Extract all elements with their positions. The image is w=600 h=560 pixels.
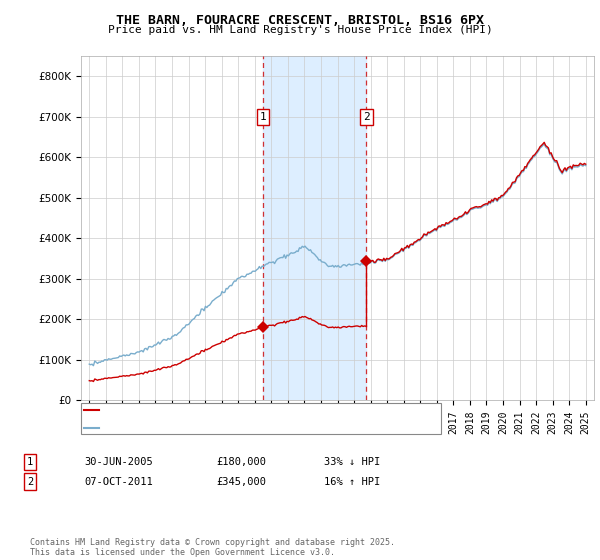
Text: 30-JUN-2005: 30-JUN-2005 xyxy=(84,457,153,467)
Text: £345,000: £345,000 xyxy=(216,477,266,487)
Text: THE BARN, FOURACRE CRESCENT, BRISTOL, BS16 6PX (detached house): THE BARN, FOURACRE CRESCENT, BRISTOL, BS… xyxy=(102,405,440,414)
Text: 16% ↑ HPI: 16% ↑ HPI xyxy=(324,477,380,487)
Bar xyxy=(263,56,367,400)
Text: HPI: Average price, detached house, South Gloucestershire: HPI: Average price, detached house, Sout… xyxy=(102,424,409,433)
Text: 1: 1 xyxy=(260,112,266,122)
Text: 2: 2 xyxy=(27,477,33,487)
Text: 1: 1 xyxy=(27,457,33,467)
Text: 33% ↓ HPI: 33% ↓ HPI xyxy=(324,457,380,467)
Text: THE BARN, FOURACRE CRESCENT, BRISTOL, BS16 6PX: THE BARN, FOURACRE CRESCENT, BRISTOL, BS… xyxy=(116,14,484,27)
Text: £180,000: £180,000 xyxy=(216,457,266,467)
Text: 2: 2 xyxy=(363,112,370,122)
Text: 07-OCT-2011: 07-OCT-2011 xyxy=(84,477,153,487)
Text: Price paid vs. HM Land Registry's House Price Index (HPI): Price paid vs. HM Land Registry's House … xyxy=(107,25,493,35)
Text: Contains HM Land Registry data © Crown copyright and database right 2025.
This d: Contains HM Land Registry data © Crown c… xyxy=(30,538,395,557)
